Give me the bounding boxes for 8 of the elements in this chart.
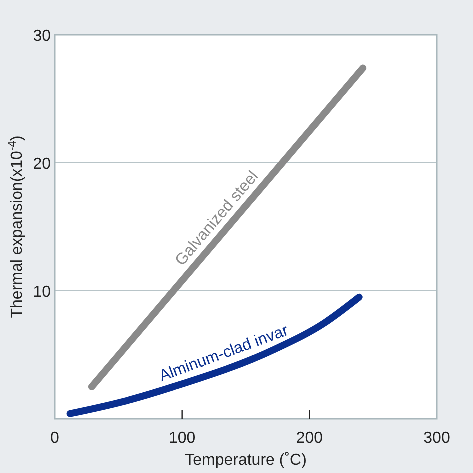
y-tick-label: 10 <box>33 284 52 301</box>
x-tick-label: 100 <box>168 430 196 447</box>
y-tick-label: 30 <box>33 28 52 45</box>
x-tick-label: 0 <box>50 430 60 447</box>
x-tick-label: 300 <box>424 430 450 447</box>
x-tick-label: 200 <box>296 430 324 447</box>
x-axis-title: Temperature (˚C) <box>185 452 307 469</box>
y-tick-label: 20 <box>33 156 52 173</box>
